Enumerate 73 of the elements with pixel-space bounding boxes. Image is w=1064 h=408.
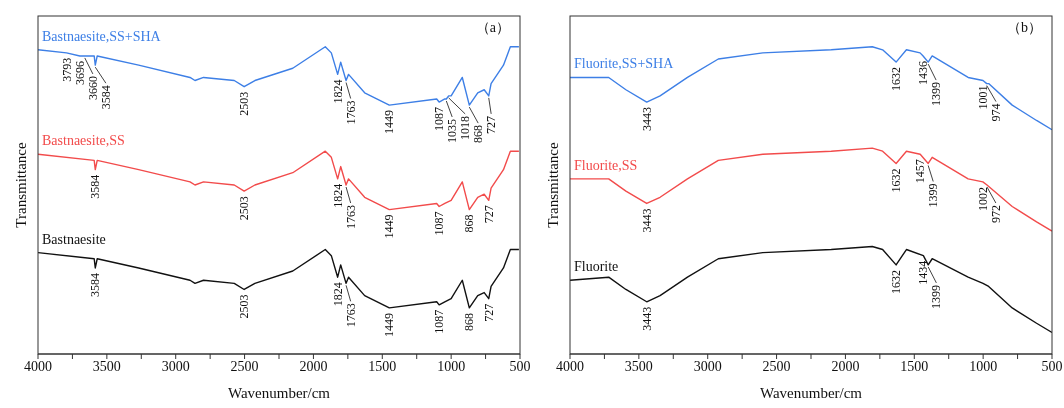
annotation: 727 <box>481 205 496 224</box>
annotation: 974 <box>989 103 1004 122</box>
x-axis-title: Wavenumber/cm <box>759 385 863 401</box>
annotation: 1632 <box>889 168 904 193</box>
annotation: 3584 <box>88 272 103 297</box>
series-label: Bastnaesite,SS+SHA <box>42 28 162 44</box>
annotation: 1018 <box>458 115 473 140</box>
annotation: 1632 <box>889 269 904 294</box>
annotation: 1824 <box>330 282 345 307</box>
x-tick-label: 2500 <box>762 358 791 374</box>
annotation: 727 <box>484 115 499 134</box>
x-tick-label: 3000 <box>161 358 190 374</box>
annotation: 1087 <box>432 107 447 132</box>
annotation: 3443 <box>639 208 654 233</box>
annotation: 1457 <box>913 159 928 184</box>
series-label: Fluorite,SS+SHA <box>574 56 675 72</box>
chart-title: （a） <box>475 20 510 35</box>
x-tick-label: 500 <box>1041 358 1063 374</box>
x-tick-label: 2000 <box>299 358 328 374</box>
x-tick-label: 2500 <box>230 358 259 374</box>
annotation: 3584 <box>98 85 113 110</box>
annotation: 1434 <box>916 260 931 285</box>
x-tick-label: 1500 <box>368 358 397 374</box>
annotation: 3696 <box>72 60 87 85</box>
x-tick-label: 3500 <box>92 358 121 374</box>
annotation: 2503 <box>237 294 252 319</box>
annotation: 2503 <box>237 196 252 221</box>
annotation: 727 <box>481 303 496 322</box>
x-tick-label: 2000 <box>831 358 860 374</box>
series-label: Fluorite <box>574 259 619 275</box>
annotation: 3584 <box>88 174 103 199</box>
x-axis-title: Wavenumber/cm <box>227 385 331 401</box>
annotation: 1399 <box>929 82 944 107</box>
series-label: Bastnaesite <box>42 231 106 247</box>
annotation: 1763 <box>343 100 358 125</box>
annotation: 3660 <box>85 75 100 100</box>
annotation: 1824 <box>330 183 345 208</box>
annotation: 1399 <box>929 284 944 309</box>
annotation: 1449 <box>382 214 397 239</box>
annotation: 972 <box>988 205 1003 223</box>
y-axis-title: Transmittance <box>13 142 29 228</box>
y-axis-title: Transmittance <box>545 142 561 228</box>
annotation: 868 <box>462 214 477 233</box>
annotation: 868 <box>462 312 477 331</box>
annotation: 1763 <box>343 303 358 328</box>
x-tick-label: 1000 <box>969 358 998 374</box>
annotation: 1035 <box>445 118 460 143</box>
annotation: 1449 <box>382 110 397 135</box>
annotation: 1002 <box>975 186 990 211</box>
annotation: 2503 <box>237 91 252 116</box>
series-label: Bastnaesite,SS <box>42 133 125 149</box>
chart-title: （b） <box>1007 20 1042 35</box>
x-tick-label: 4000 <box>556 358 584 374</box>
x-tick-label: 4000 <box>24 358 52 374</box>
x-tick-label: 1500 <box>900 358 929 374</box>
annotation: 1763 <box>343 205 358 229</box>
x-tick-label: 3500 <box>624 358 653 374</box>
annotation: 1001 <box>976 85 991 110</box>
annotation: 1436 <box>916 60 931 85</box>
x-tick-label: 500 <box>509 358 531 374</box>
annotation: 1449 <box>382 312 397 337</box>
annotation: 1824 <box>330 79 345 104</box>
annotation: 1632 <box>889 67 904 92</box>
annotation: 1087 <box>432 211 447 236</box>
series-label: Fluorite,SS <box>574 157 638 173</box>
x-tick-label: 3000 <box>693 358 722 374</box>
annotation: 1399 <box>926 183 941 208</box>
annotation: 3443 <box>639 306 654 331</box>
annotation: 3793 <box>59 57 74 82</box>
annotation: 868 <box>471 125 486 144</box>
x-tick-label: 1000 <box>437 358 466 374</box>
annotation: 1087 <box>432 309 447 334</box>
annotation: 3443 <box>639 107 654 132</box>
